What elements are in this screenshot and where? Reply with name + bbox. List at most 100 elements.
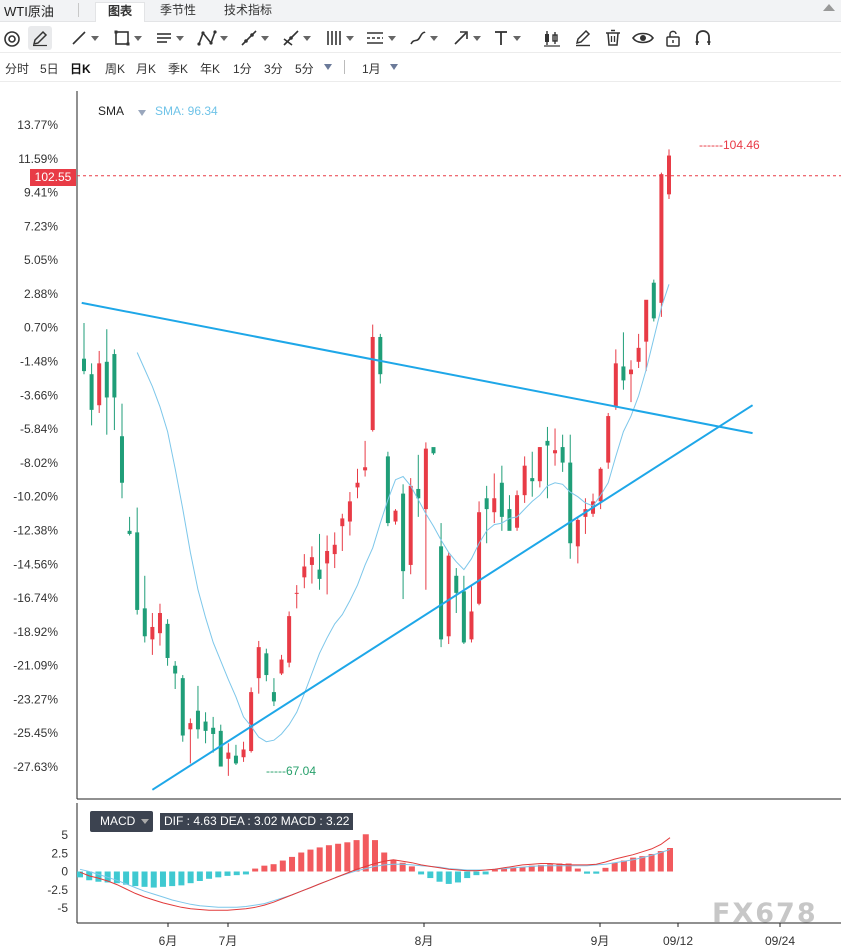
candle-body [104, 361, 109, 398]
eye-icon[interactable] [632, 26, 654, 50]
candle-body [294, 592, 299, 594]
macd-histogram-bar [289, 856, 296, 872]
macd-histogram-bar [298, 852, 305, 872]
range-select[interactable]: 1月 [362, 62, 381, 76]
line-icon[interactable] [70, 26, 99, 50]
y-tick-label: -12.38% [13, 524, 58, 538]
period-yearly[interactable]: 年K [200, 62, 221, 76]
price-chart[interactable]: 13.77% 11.59% 9.41% 7.23% 5.05% 2.88% 0.70% -1.… [0, 83, 841, 803]
collapse-icon[interactable] [823, 4, 835, 11]
magnet-icon[interactable] [2, 26, 22, 50]
period-3min[interactable]: 3分 [264, 62, 283, 76]
candle-body [667, 155, 671, 195]
rectangle-icon[interactable] [113, 26, 142, 50]
macd-histogram-bar [454, 871, 461, 883]
candle-body [195, 710, 200, 730]
macd-histogram-bar [325, 845, 332, 872]
candle-body [492, 498, 497, 513]
macd-histogram-bar [316, 847, 323, 872]
candle-body [477, 512, 482, 604]
macd-histogram-bar [584, 871, 591, 874]
support-trendline [151, 404, 754, 791]
macd-histogram-bar [261, 865, 268, 872]
macd-histogram-bar [252, 868, 259, 872]
sma-indicator-label[interactable]: SMA [98, 104, 125, 118]
ray-icon[interactable] [240, 26, 269, 50]
candle-body [370, 336, 375, 431]
candle-body [218, 730, 223, 767]
period-1min[interactable]: 1分 [233, 62, 252, 76]
text-icon[interactable] [492, 26, 521, 50]
last-price-tag: 102.55 [30, 169, 76, 186]
tab-technical-indicators[interactable]: 技术指标 [224, 3, 273, 17]
candle-body [279, 659, 284, 674]
watermark-logo: FX678 [712, 898, 818, 929]
unlock-icon[interactable] [664, 26, 682, 50]
candlestick-icon[interactable] [543, 26, 561, 50]
macd-histogram-bar [408, 866, 415, 872]
macd-histogram-bar [77, 871, 83, 878]
tab-seasonality[interactable]: 季节性 [160, 3, 197, 17]
arrow-icon[interactable] [452, 26, 481, 50]
macd-histogram-bar [113, 871, 120, 884]
period-5day[interactable]: 5日 [40, 62, 59, 76]
trash-icon[interactable] [604, 26, 622, 50]
period-timeshare[interactable]: 分时 [5, 62, 30, 76]
candle-body [401, 493, 406, 572]
candle-body [127, 530, 132, 534]
fib-levels-icon[interactable] [365, 26, 396, 50]
brush-icon[interactable] [409, 26, 438, 50]
candle-body [226, 752, 231, 759]
pattern-icon[interactable] [197, 26, 228, 50]
horizontal-lines-icon[interactable] [155, 26, 184, 50]
magnet-u-icon[interactable] [694, 26, 712, 50]
y-tick-label: -14.56% [13, 557, 58, 571]
candle-body [135, 532, 140, 610]
period-monthly[interactable]: 月K [136, 62, 157, 76]
macd-histogram-bar [233, 871, 240, 876]
vertical-lines-icon[interactable] [325, 26, 354, 50]
candle-body [613, 363, 618, 407]
candle-body [629, 369, 634, 375]
candle-body [309, 557, 314, 565]
candle-body [606, 416, 611, 463]
candle-body [317, 569, 322, 579]
cross-lines-icon[interactable] [282, 26, 311, 50]
macd-histogram-bar [418, 871, 425, 875]
edit-icon[interactable] [574, 26, 592, 50]
candle-body [180, 678, 185, 736]
tab-chart[interactable]: 图表 [95, 2, 146, 22]
macd-histogram-bar [95, 871, 102, 882]
candle-body [575, 519, 580, 547]
x-tick-label: 9月 [591, 934, 610, 948]
instrument-title: WTI原油 [4, 4, 54, 19]
macd-indicator-select[interactable]: MACD [90, 811, 153, 832]
y-tick-label: 0.70% [24, 321, 58, 335]
macd-histogram-bar [242, 871, 249, 875]
macd-chart[interactable]: 5 2.5 0 -2.5 -5 6月 7月 8月 9月 09/12 09/24 [0, 803, 841, 950]
candle-body [545, 440, 550, 446]
period-daily[interactable]: 日K [70, 62, 91, 76]
period-high-value: 104.46 [722, 138, 760, 152]
candle-body [385, 456, 390, 524]
period-quarterly[interactable]: 季K [168, 62, 189, 76]
macd-histogram-bar [224, 871, 231, 876]
macd-histogram-bar [196, 871, 203, 881]
resistance-trendline [81, 301, 753, 435]
x-tick-label: 8月 [415, 934, 434, 948]
macd-histogram-bar [362, 834, 369, 872]
period-bar: 分时 5日 日K 周K 月K 季K 年K 1分 3分 5分 1月 [0, 54, 841, 82]
range-chevron-down-icon[interactable] [390, 64, 398, 70]
candle-body [598, 468, 603, 502]
candle-body [560, 447, 565, 463]
sma-chevron-down-icon[interactable] [138, 110, 146, 116]
y-tick-label: -16.74% [13, 591, 58, 605]
period-5min[interactable]: 5分 [295, 62, 314, 76]
pen-icon[interactable] [28, 26, 52, 50]
candle-body [537, 447, 542, 482]
macd-histogram-bar [537, 864, 544, 872]
more-periods-icon[interactable] [324, 64, 332, 70]
y-tick-label: 13.77% [17, 118, 58, 132]
period-weekly[interactable]: 周K [105, 62, 126, 76]
